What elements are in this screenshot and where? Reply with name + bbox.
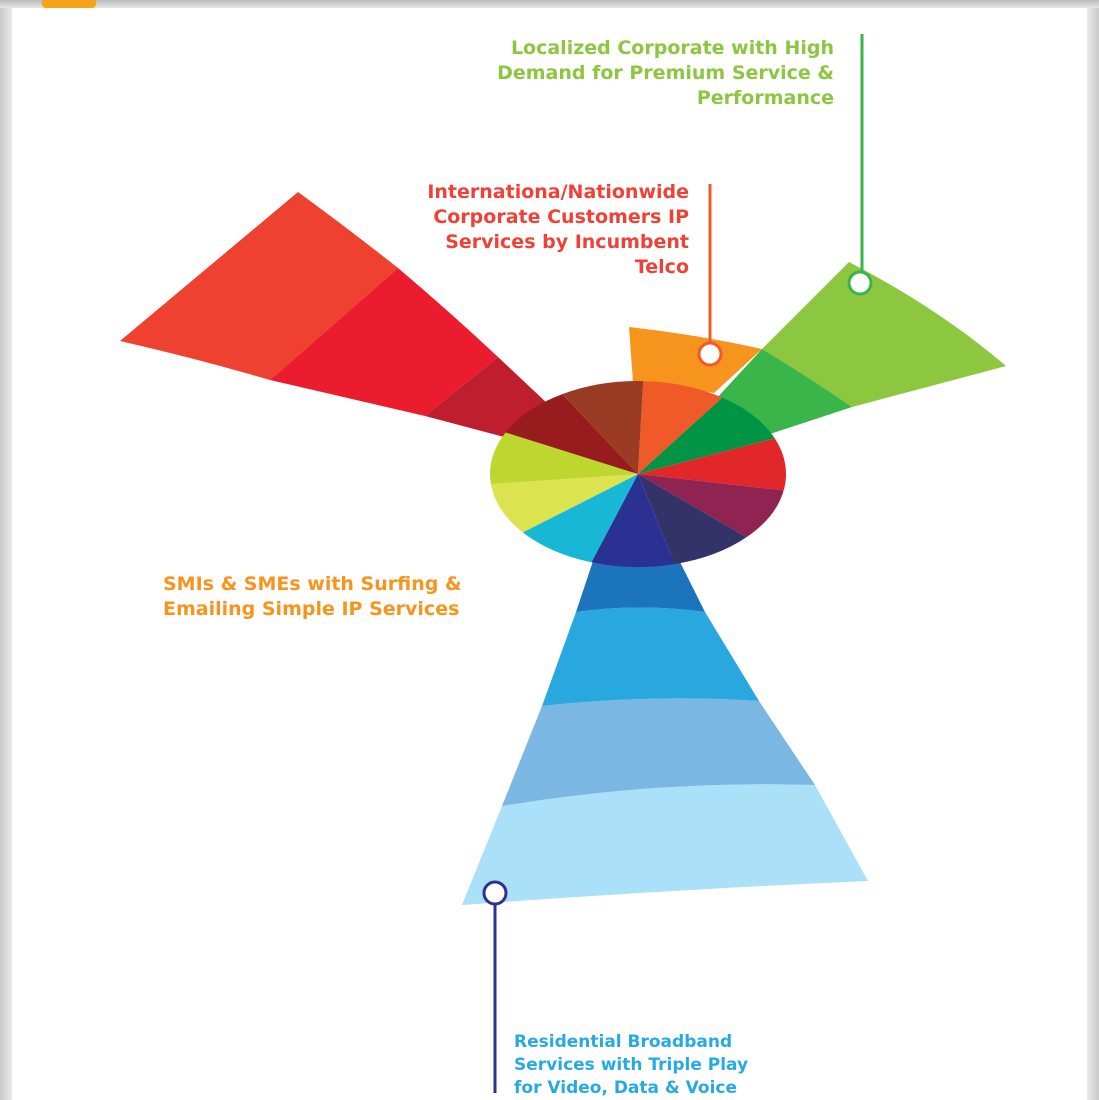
wheel-segment-dark-red xyxy=(505,394,638,474)
wheel-segment-brown xyxy=(562,381,644,474)
wheel-segment-dark-green xyxy=(638,397,775,474)
wedge-red-band-4 xyxy=(120,192,398,380)
connector-marker-red xyxy=(697,341,723,367)
frame-right-edge xyxy=(1087,0,1099,1100)
wedge-green-band-2 xyxy=(716,349,852,434)
segment-label-residential-broadband: Residential Broadband Services with Trip… xyxy=(514,1032,749,1098)
segment-label-localized-corporate: Localized Corporate with High Demand for… xyxy=(497,37,834,109)
frame-accent-mark xyxy=(42,0,96,8)
wheel-segment-orange xyxy=(638,381,723,474)
center-wheel xyxy=(490,381,787,568)
wedge-green-band-3 xyxy=(762,262,1006,407)
connector-marker-blue xyxy=(482,880,508,906)
frame-left-edge xyxy=(0,0,12,1100)
wheel-segment-plum xyxy=(638,474,784,538)
wedge-blue xyxy=(462,554,868,905)
wedge-blue-band-5 xyxy=(462,784,868,905)
wheel-segment-cyan xyxy=(522,474,638,563)
frame-top-edge xyxy=(0,0,1099,8)
wheel-segment-indigo xyxy=(591,474,675,568)
segment-label-smis-smes: SMIs & SMEs with Surfing & Emailing Simp… xyxy=(163,573,462,620)
wedge-red-band-3 xyxy=(270,268,498,416)
wedge-blue-band-2 xyxy=(576,554,705,612)
wheel-segment-red xyxy=(638,438,787,491)
wedge-orange-band-2 xyxy=(629,327,762,393)
wheel-segment-navy xyxy=(638,474,747,565)
connector-marker-green xyxy=(847,270,873,296)
wheel-segment-yellow xyxy=(490,474,638,533)
wedge-blue-band-4 xyxy=(502,698,815,806)
wedge-green xyxy=(716,262,1006,434)
wedge-blue-band-3 xyxy=(542,607,759,706)
segment-label-international-corporate: Internationa/Nationwide Corporate Custom… xyxy=(427,181,689,278)
wheel-segment-lime xyxy=(490,432,638,484)
wedge-orange xyxy=(629,327,762,393)
